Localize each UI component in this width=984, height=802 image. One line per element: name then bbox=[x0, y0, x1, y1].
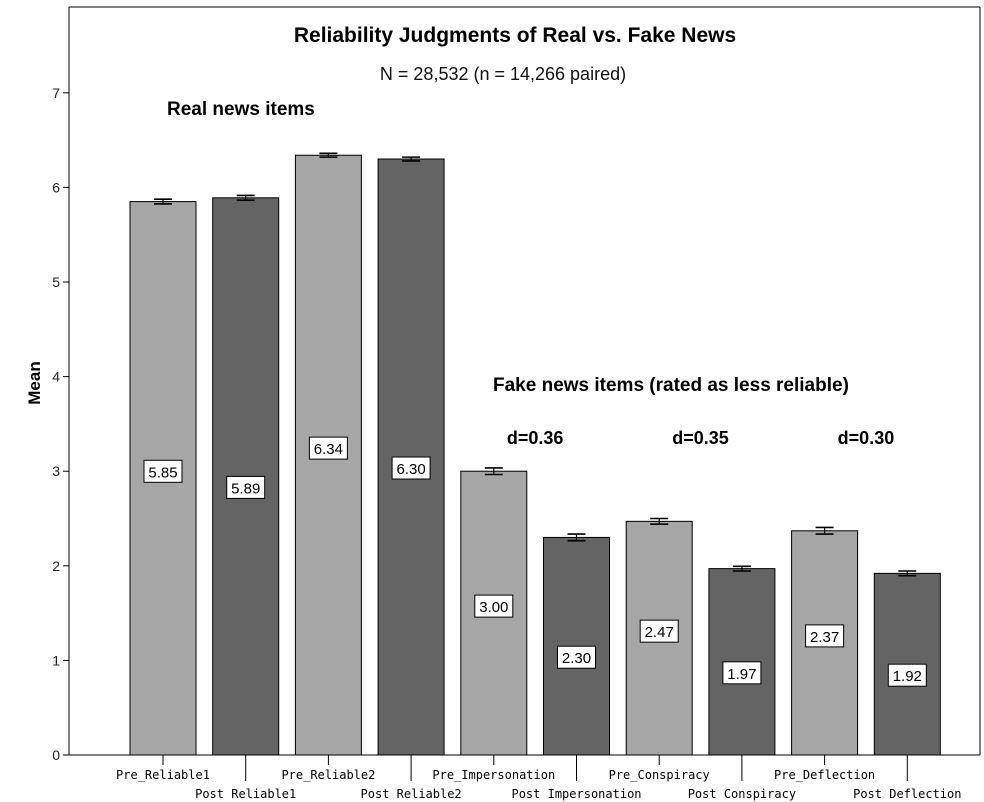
fake-news-annotation: Fake news items (rated as less reliable) bbox=[493, 375, 849, 396]
y-tick-label: 6 bbox=[52, 179, 60, 195]
bars: 5.85 5.89 6.34 6.30 3.00 2.30 2.47 1.97 2.37 1.92 bbox=[129, 152, 941, 756]
y-tick-label: 0 bbox=[52, 747, 60, 763]
svg-text:5.89: 5.89 bbox=[231, 480, 260, 497]
x-axis: Pre_Reliable1 Post Reliable1 Pre_Reliable2… bbox=[69, 754, 980, 801]
y-tick-label: 5 bbox=[52, 274, 60, 290]
svg-text:6.34: 6.34 bbox=[314, 441, 343, 458]
effect-size-label: d=0.36 bbox=[507, 428, 564, 448]
error-bar bbox=[319, 152, 338, 158]
y-axis-label: Mean bbox=[25, 361, 44, 404]
svg-text:1.97: 1.97 bbox=[727, 666, 756, 683]
chart-title: Reliability Judgments of Real vs. Fake N… bbox=[294, 24, 736, 47]
data-label: 1.97 bbox=[722, 661, 762, 685]
error-bar bbox=[236, 194, 255, 201]
y-tick-label: 7 bbox=[52, 85, 60, 101]
svg-text:6.30: 6.30 bbox=[396, 461, 425, 478]
y-tick-label: 1 bbox=[52, 652, 60, 668]
bar-Post_Impersonation: 2.30 bbox=[543, 533, 610, 756]
data-label: 6.34 bbox=[308, 436, 348, 460]
y-tick-label: 4 bbox=[52, 369, 60, 385]
y-tick-label: 2 bbox=[52, 558, 60, 574]
bar-Post_Reliable1: 5.89 bbox=[212, 194, 280, 756]
error-bar bbox=[154, 198, 172, 205]
y-axis: 0 1 2 3 4 5 6 7 bbox=[52, 6, 981, 763]
error-bar bbox=[484, 467, 503, 476]
data-label: 6.30 bbox=[391, 456, 431, 480]
data-label: 1.92 bbox=[887, 663, 927, 687]
svg-text:3.00: 3.00 bbox=[479, 599, 508, 616]
x-tick-label: Post Impersonation bbox=[511, 787, 641, 801]
bar-Post_Conspiracy: 1.97 bbox=[708, 565, 776, 756]
data-label: 5.89 bbox=[226, 475, 266, 499]
y-tick-label: 3 bbox=[52, 463, 60, 479]
svg-text:1.92: 1.92 bbox=[893, 668, 922, 685]
error-bar bbox=[898, 570, 917, 577]
bar-Pre_Deflection: 2.37 bbox=[791, 526, 859, 756]
x-tick-label: Post Reliable1 bbox=[195, 787, 296, 801]
data-label: 5.85 bbox=[143, 459, 183, 483]
chart-subtitle: N = 28,532 (n = 14,266 paired) bbox=[380, 64, 626, 84]
data-label: 2.47 bbox=[639, 619, 679, 643]
effect-size-labels: d=0.36 d=0.35 d=0.30 bbox=[507, 428, 894, 448]
svg-text:2.47: 2.47 bbox=[645, 624, 674, 641]
error-bar bbox=[650, 517, 669, 525]
x-tick-label: Post Reliable2 bbox=[361, 787, 462, 801]
effect-size-label: d=0.30 bbox=[838, 428, 895, 448]
x-tick-label: Pre_Reliable2 bbox=[281, 768, 375, 782]
data-label: 2.37 bbox=[805, 624, 845, 648]
x-tick-label: Post Deflection bbox=[853, 787, 961, 801]
svg-text:2.37: 2.37 bbox=[810, 629, 839, 646]
bar-Post_Reliable2: 6.30 bbox=[377, 156, 445, 756]
data-label: 2.30 bbox=[557, 645, 596, 669]
x-tick-label: Pre_Conspiracy bbox=[609, 768, 710, 782]
error-bar bbox=[402, 156, 421, 162]
bar-Pre_Conspiracy: 2.47 bbox=[625, 517, 693, 756]
bar-Pre_Reliable2: 6.34 bbox=[294, 152, 362, 756]
data-label: 3.00 bbox=[474, 594, 514, 618]
x-tick-label: Post Conspiracy bbox=[688, 787, 796, 801]
error-bar bbox=[567, 533, 586, 542]
svg-text:2.30: 2.30 bbox=[562, 650, 591, 667]
x-tick-label: Pre_Reliable1 bbox=[116, 768, 210, 782]
real-news-annotation: Real news items bbox=[167, 99, 315, 120]
error-bar bbox=[732, 565, 751, 572]
bar-Post_Deflection: 1.92 bbox=[873, 570, 941, 756]
svg-text:5.85: 5.85 bbox=[148, 464, 177, 481]
error-bar bbox=[815, 526, 834, 535]
x-tick-label: Pre_Deflection bbox=[774, 768, 875, 782]
effect-size-label: d=0.35 bbox=[672, 428, 729, 448]
bar-Pre_Impersonation: 3.00 bbox=[460, 467, 528, 756]
x-tick-label: Pre_Impersonation bbox=[432, 768, 555, 782]
bar-Pre_Reliable1: 5.85 bbox=[129, 198, 197, 756]
